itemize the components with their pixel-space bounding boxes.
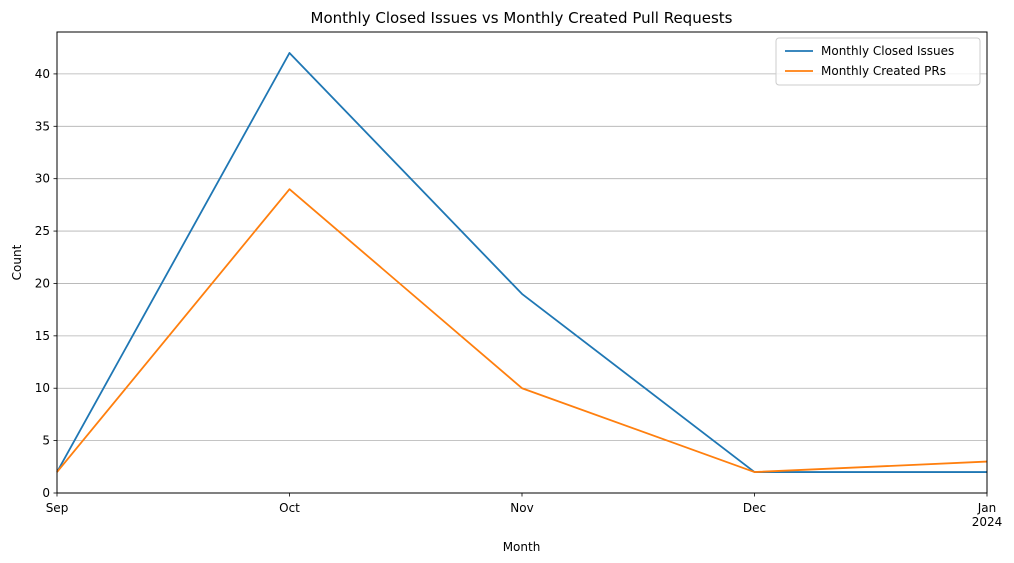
x-tick-label: Nov <box>510 501 533 515</box>
legend-label: Monthly Closed Issues <box>821 44 954 58</box>
series-lines <box>56 52 988 473</box>
plot-frame <box>56 31 988 494</box>
x-tick-label: Oct <box>279 501 300 515</box>
x-axis-title: Month <box>503 540 541 554</box>
y-axis-title: Count <box>10 244 24 280</box>
series-line-1 <box>56 188 988 473</box>
x-tick-label: Jan <box>977 501 997 515</box>
y-tick-label: 40 <box>35 67 50 81</box>
chart-title: Monthly Closed Issues vs Monthly Created… <box>311 9 733 27</box>
x-tick-sublabel: 2024 <box>972 515 1003 529</box>
legend-label: Monthly Created PRs <box>821 64 946 78</box>
y-tick-label: 35 <box>35 119 50 133</box>
y-tick-label: 25 <box>35 224 50 238</box>
y-tick-label: 15 <box>35 329 50 343</box>
y-tick-label: 30 <box>35 172 50 186</box>
series-line-0 <box>56 52 987 473</box>
y-tick-label: 0 <box>42 486 50 500</box>
y-tick-label: 20 <box>35 276 50 290</box>
y-axis-ticks: 0 5 10 15 20 25 30 35 40 <box>35 67 57 500</box>
legend: Monthly Closed Issues Monthly Created PRs <box>775 37 981 86</box>
x-tick-label: Dec <box>743 501 766 515</box>
grid-lines <box>57 73 987 442</box>
x-tick-label: Sep <box>46 501 69 515</box>
y-tick-label: 5 <box>42 434 50 448</box>
legend-box <box>775 37 981 86</box>
y-tick-label: 10 <box>35 381 50 395</box>
